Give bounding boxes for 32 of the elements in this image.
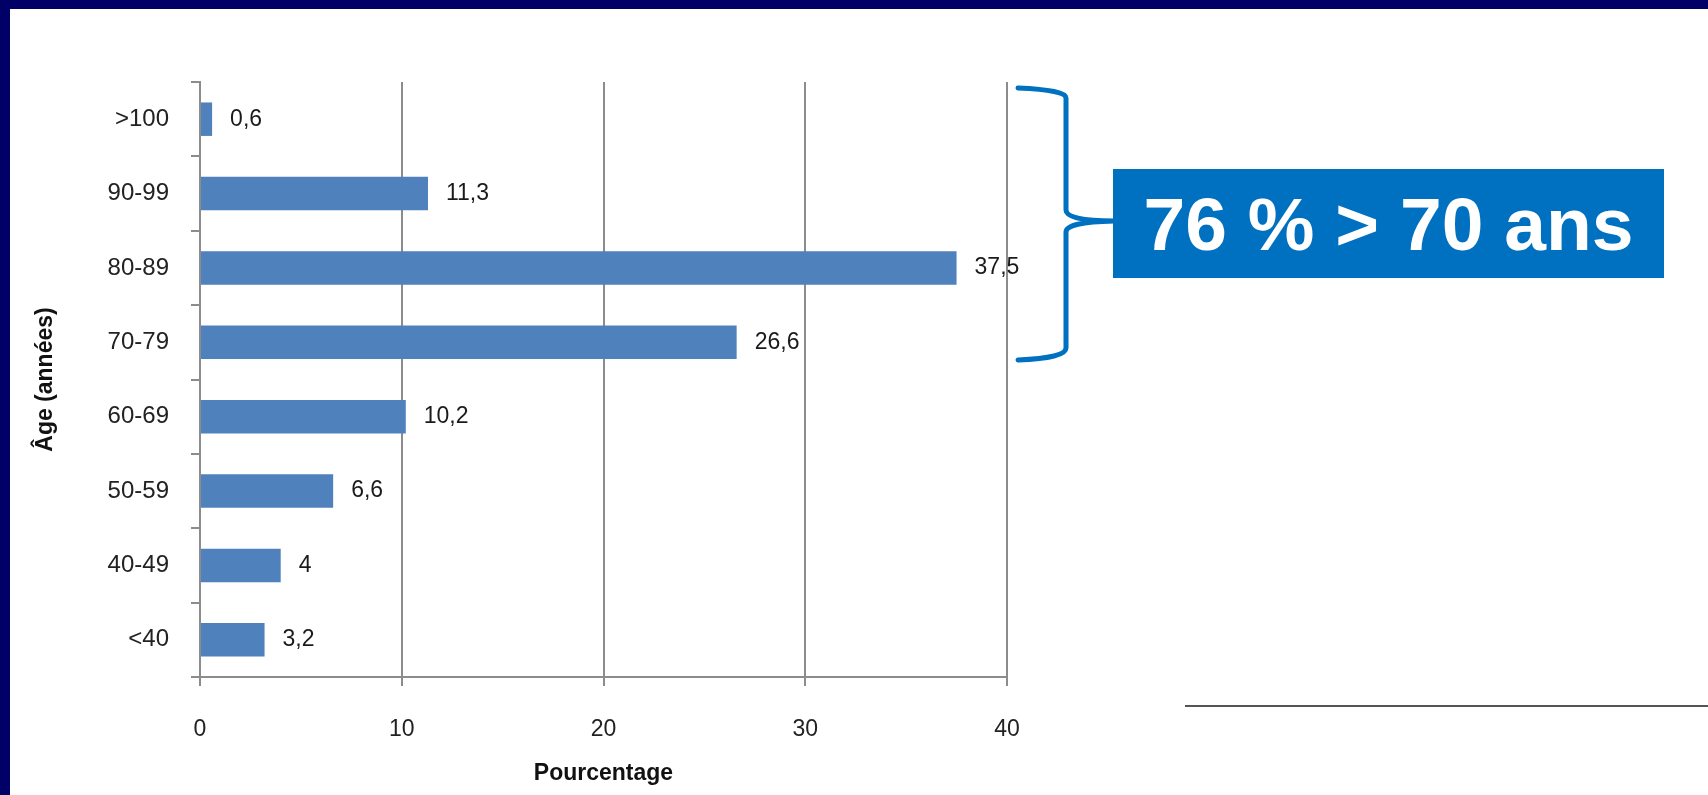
y-tick-label: 90-99 xyxy=(107,178,169,206)
bar xyxy=(201,251,957,285)
data-label: 3,2 xyxy=(282,625,315,652)
x-tick-label: 10 xyxy=(388,715,415,742)
bar xyxy=(201,325,737,360)
y-tick-label: 80-89 xyxy=(107,252,169,280)
bar xyxy=(201,399,406,434)
x-tick-label: 0 xyxy=(193,715,207,742)
y-tick-label: 50-59 xyxy=(107,475,169,503)
bar xyxy=(201,176,428,211)
data-label: 4 xyxy=(298,550,312,577)
bar xyxy=(201,623,265,657)
x-tick-label: 40 xyxy=(994,715,1020,742)
data-label: 0,6 xyxy=(230,104,263,131)
data-label: 37,5 xyxy=(974,253,1020,280)
bar xyxy=(201,548,281,583)
data-label: 11,3 xyxy=(445,178,490,205)
y-tick-label: <40 xyxy=(128,624,169,652)
y-tick-label: 70-79 xyxy=(107,326,169,354)
text: 76 % > 70 ans xyxy=(1113,169,1664,278)
x-tick-label: 20 xyxy=(590,715,617,742)
y-axis-title: Âge (années) xyxy=(30,307,58,452)
bar xyxy=(201,102,213,136)
y-tick-label: 60-69 xyxy=(107,401,169,429)
y-tick-label: >100 xyxy=(114,103,169,131)
data-label: 26,6 xyxy=(754,327,800,354)
x-tick-label: 30 xyxy=(792,715,819,742)
data-label: 6,6 xyxy=(351,476,384,503)
bar xyxy=(201,474,334,508)
data-label: 10,2 xyxy=(423,402,469,429)
y-tick-label: 40-49 xyxy=(107,550,169,578)
x-axis-title: Pourcentage xyxy=(533,758,674,785)
